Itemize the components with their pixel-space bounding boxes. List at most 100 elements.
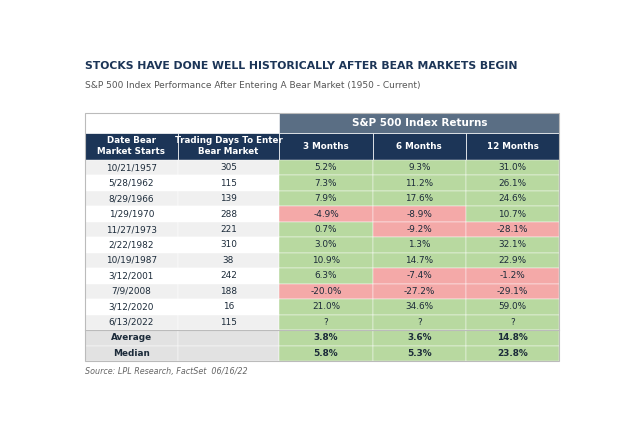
Bar [373, 268, 466, 284]
Bar [178, 314, 280, 330]
Bar [280, 206, 373, 222]
Text: Average: Average [111, 333, 152, 343]
Bar [178, 133, 280, 160]
Text: 6.3%: 6.3% [314, 272, 337, 280]
Bar [280, 268, 373, 284]
Text: 22.9%: 22.9% [499, 256, 527, 265]
Text: S&P 500 Index Returns: S&P 500 Index Returns [351, 118, 487, 128]
Text: 3.0%: 3.0% [314, 240, 337, 250]
Text: 5/28/1962: 5/28/1962 [109, 179, 154, 187]
Text: 38: 38 [223, 256, 234, 265]
Text: 5.8%: 5.8% [314, 349, 338, 358]
Bar [280, 299, 373, 314]
Bar [85, 346, 178, 361]
Text: 24.6%: 24.6% [499, 194, 527, 203]
Text: -20.0%: -20.0% [310, 287, 342, 296]
Bar [85, 222, 178, 237]
Bar [178, 160, 280, 175]
Text: 288: 288 [220, 209, 237, 219]
Bar [280, 330, 373, 346]
Bar [280, 191, 373, 206]
Bar [373, 299, 466, 314]
Text: 11/27/1973: 11/27/1973 [106, 225, 157, 234]
Text: -7.4%: -7.4% [406, 272, 432, 280]
Text: -8.9%: -8.9% [406, 209, 432, 219]
Bar [178, 268, 280, 284]
Bar [373, 314, 466, 330]
Text: S&P 500 Index Performance After Entering A Bear Market (1950 - Current): S&P 500 Index Performance After Entering… [85, 81, 421, 90]
Bar [280, 314, 373, 330]
Text: 5.2%: 5.2% [314, 163, 337, 172]
Bar [280, 253, 373, 268]
Text: -27.2%: -27.2% [404, 287, 435, 296]
Bar [466, 222, 559, 237]
Bar [373, 222, 466, 237]
Text: -9.2%: -9.2% [406, 225, 432, 234]
Bar [466, 237, 559, 253]
Text: 32.1%: 32.1% [499, 240, 527, 250]
Bar [85, 206, 178, 222]
Text: 305: 305 [220, 163, 237, 172]
Text: 23.8%: 23.8% [497, 349, 528, 358]
Text: 7.9%: 7.9% [314, 194, 337, 203]
Text: 3/12/2020: 3/12/2020 [109, 303, 154, 311]
Bar [85, 253, 178, 268]
Text: 26.1%: 26.1% [499, 179, 527, 187]
Bar [280, 346, 373, 361]
Text: 115: 115 [220, 179, 237, 187]
Text: 6 Months: 6 Months [396, 142, 442, 151]
Text: STOCKS HAVE DONE WELL HISTORICALLY AFTER BEAR MARKETS BEGIN: STOCKS HAVE DONE WELL HISTORICALLY AFTER… [85, 61, 518, 71]
Text: 14.7%: 14.7% [405, 256, 433, 265]
Bar [373, 346, 466, 361]
Text: 9.3%: 9.3% [408, 163, 431, 172]
Bar [85, 133, 178, 160]
Bar [466, 175, 559, 191]
Text: 3.6%: 3.6% [407, 333, 432, 343]
Bar [85, 330, 178, 346]
Text: 115: 115 [220, 318, 237, 327]
Bar [280, 175, 373, 191]
Bar [466, 160, 559, 175]
Bar [466, 191, 559, 206]
Bar [178, 206, 280, 222]
Text: 14.8%: 14.8% [497, 333, 528, 343]
Bar [178, 284, 280, 299]
Bar [178, 299, 280, 314]
Bar [178, 330, 280, 346]
Bar [85, 175, 178, 191]
Bar [280, 284, 373, 299]
Bar [85, 268, 178, 284]
Text: 3/12/2001: 3/12/2001 [109, 272, 154, 280]
Text: 6/13/2022: 6/13/2022 [109, 318, 154, 327]
Text: Source: LPL Research, FactSet  06/16/22: Source: LPL Research, FactSet 06/16/22 [85, 367, 248, 376]
Bar [85, 113, 280, 133]
Bar [280, 237, 373, 253]
Text: 1/29/1970: 1/29/1970 [109, 209, 154, 219]
Text: -29.1%: -29.1% [497, 287, 529, 296]
Text: ?: ? [324, 318, 328, 327]
Text: 310: 310 [220, 240, 237, 250]
Text: 34.6%: 34.6% [405, 303, 433, 311]
Bar [280, 113, 559, 133]
Bar [178, 237, 280, 253]
Bar [373, 133, 466, 160]
Text: 10/21/1957: 10/21/1957 [106, 163, 157, 172]
Text: 21.0%: 21.0% [312, 303, 340, 311]
Bar [373, 206, 466, 222]
Text: 16: 16 [223, 303, 234, 311]
Text: 139: 139 [220, 194, 237, 203]
Text: 59.0%: 59.0% [499, 303, 527, 311]
Bar [85, 284, 178, 299]
Bar [178, 346, 280, 361]
Bar [373, 253, 466, 268]
Bar [466, 268, 559, 284]
Bar [280, 133, 373, 160]
Bar [178, 175, 280, 191]
Text: 242: 242 [220, 272, 237, 280]
Bar [373, 191, 466, 206]
Text: 17.6%: 17.6% [405, 194, 433, 203]
Bar [373, 175, 466, 191]
Text: 12 Months: 12 Months [487, 142, 539, 151]
Bar [178, 253, 280, 268]
Text: Trading Days To Enter
Bear Market: Trading Days To Enter Bear Market [175, 136, 282, 156]
